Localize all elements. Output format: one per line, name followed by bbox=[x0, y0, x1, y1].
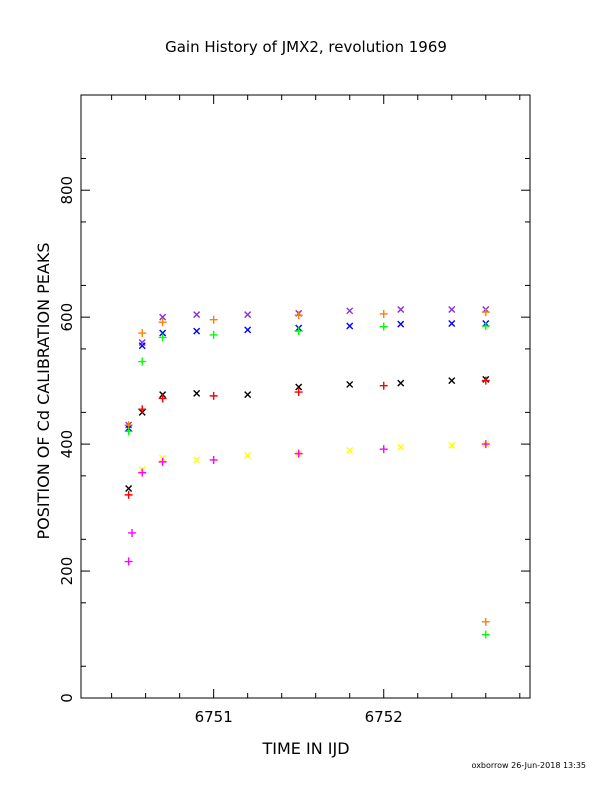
data-point bbox=[193, 389, 201, 397]
y-tick-label: 0 bbox=[58, 693, 76, 703]
data-point bbox=[138, 329, 147, 338]
data-point bbox=[397, 443, 405, 451]
data-point bbox=[209, 315, 218, 324]
data-point bbox=[138, 357, 147, 366]
data-point bbox=[138, 342, 146, 350]
data-point bbox=[448, 320, 456, 327]
data-point bbox=[244, 452, 252, 460]
data-point bbox=[138, 405, 147, 414]
plot-area bbox=[124, 306, 490, 639]
data-point bbox=[124, 490, 133, 499]
series bbox=[124, 376, 490, 499]
data-point bbox=[448, 306, 456, 314]
data-point bbox=[346, 446, 354, 454]
data-point bbox=[481, 308, 490, 317]
data-point bbox=[125, 485, 133, 493]
data-point bbox=[159, 313, 167, 321]
data-point bbox=[481, 617, 490, 626]
data-point bbox=[294, 327, 303, 336]
series bbox=[125, 320, 490, 432]
data-point bbox=[209, 391, 218, 400]
y-tick-label: 200 bbox=[58, 557, 76, 586]
data-point bbox=[379, 381, 388, 390]
data-point bbox=[379, 445, 388, 454]
data-point bbox=[294, 388, 303, 397]
x-axis-label: TIME IN IJD bbox=[261, 739, 349, 758]
footer-credit: oxborrow 26-Jun-2018 13:35 bbox=[472, 761, 586, 770]
data-point bbox=[346, 380, 354, 388]
series bbox=[124, 308, 490, 626]
data-point bbox=[481, 440, 490, 449]
data-point bbox=[158, 318, 167, 327]
axis-ticks: 0 200 400 600 800 6751 6752 bbox=[58, 95, 530, 726]
data-point bbox=[244, 311, 252, 319]
data-point bbox=[294, 449, 303, 458]
data-point bbox=[244, 391, 252, 399]
plot-frame bbox=[80, 94, 531, 699]
data-point bbox=[346, 307, 354, 315]
data-point bbox=[295, 383, 303, 391]
data-point bbox=[193, 311, 201, 319]
series bbox=[124, 440, 490, 566]
series bbox=[125, 306, 490, 429]
data-point bbox=[128, 528, 137, 537]
series bbox=[124, 322, 490, 639]
x-tick-label: 6752 bbox=[365, 708, 403, 726]
data-point bbox=[244, 326, 252, 334]
data-point bbox=[193, 456, 201, 464]
data-point bbox=[397, 306, 405, 314]
data-point bbox=[193, 327, 201, 335]
data-point bbox=[379, 322, 388, 331]
data-point bbox=[158, 457, 167, 466]
data-point bbox=[481, 630, 490, 639]
y-tick-label: 800 bbox=[58, 176, 76, 205]
data-point bbox=[124, 427, 133, 436]
data-point bbox=[158, 394, 167, 403]
data-point bbox=[158, 333, 167, 342]
data-point bbox=[481, 322, 490, 331]
data-point bbox=[448, 441, 456, 449]
data-point bbox=[138, 468, 147, 477]
y-axis-label: POSITION OF Cd CALIBRATION PEAKS bbox=[34, 243, 53, 540]
data-point bbox=[397, 320, 405, 328]
data-point bbox=[448, 377, 456, 385]
data-point bbox=[294, 311, 303, 320]
data-point bbox=[397, 379, 405, 387]
data-point bbox=[481, 376, 490, 385]
series bbox=[125, 375, 490, 493]
x-tick-label: 6751 bbox=[195, 708, 233, 726]
data-point bbox=[379, 309, 388, 318]
data-point bbox=[209, 330, 218, 339]
data-point bbox=[138, 339, 146, 347]
y-tick-label: 400 bbox=[58, 430, 76, 459]
y-tick-label: 600 bbox=[58, 303, 76, 332]
data-point bbox=[159, 329, 167, 337]
data-point bbox=[124, 557, 133, 566]
chart-title: Gain History of JMX2, revolution 1969 bbox=[165, 38, 447, 56]
data-point bbox=[209, 455, 218, 464]
series bbox=[138, 440, 490, 473]
data-point bbox=[346, 322, 354, 330]
